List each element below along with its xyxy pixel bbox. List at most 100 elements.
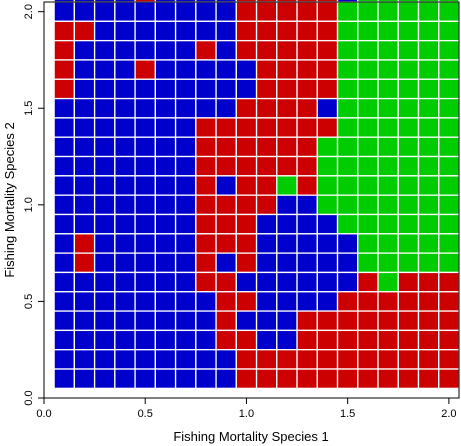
heatmap-cell	[377, 252, 399, 274]
heatmap-cell	[195, 117, 217, 138]
heatmap-cell	[195, 310, 217, 332]
heatmap-cell	[215, 349, 237, 370]
heatmap-cell	[53, 329, 76, 351]
heatmap-cell	[134, 78, 156, 100]
heatmap-cell	[357, 368, 379, 389]
heatmap-cell	[73, 368, 96, 389]
heatmap-cell	[276, 329, 298, 351]
heatmap-cell	[53, 1, 76, 22]
heatmap-cell	[255, 175, 278, 196]
heatmap-cell	[93, 213, 116, 235]
heatmap-cell	[215, 97, 237, 119]
heatmap-cell	[93, 310, 116, 332]
heatmap-cell	[73, 233, 96, 254]
heatmap-cell	[53, 59, 76, 80]
heatmap-cell	[377, 194, 399, 216]
heatmap-cell	[316, 213, 339, 235]
heatmap-cell	[316, 39, 339, 61]
heatmap-cell	[114, 20, 136, 42]
heatmap-cell	[174, 175, 197, 196]
heatmap-cell	[336, 213, 359, 235]
heatmap-cell	[438, 97, 460, 119]
heatmap-cell	[114, 117, 136, 138]
heatmap-cell	[397, 329, 420, 351]
heatmap-cells	[53, 0, 460, 389]
heatmap-cell	[195, 175, 217, 196]
heatmap-cell	[215, 368, 237, 389]
heatmap-cell	[174, 291, 197, 312]
heatmap-cell	[397, 213, 420, 235]
heatmap-cell	[438, 117, 460, 138]
heatmap-cell	[53, 78, 76, 100]
heatmap-cell	[114, 59, 136, 80]
heatmap-cell	[195, 213, 217, 235]
heatmap-cell	[114, 233, 136, 254]
heatmap-cell	[316, 310, 339, 332]
heatmap-cell	[255, 213, 278, 235]
heatmap-cell	[114, 97, 136, 119]
x-axis-ticks: 0.0 0.5 1.0 1.5 2.0	[36, 398, 457, 420]
heatmap-cell	[397, 368, 420, 389]
heatmap-cell	[357, 233, 379, 254]
heatmap-cell	[255, 155, 278, 177]
heatmap-cell	[296, 97, 318, 119]
heatmap-cell	[438, 368, 460, 389]
y-tick-label: 1.5	[23, 101, 35, 116]
heatmap-cell	[377, 78, 399, 100]
heatmap-cell	[134, 175, 156, 196]
heatmap-cell	[93, 175, 116, 196]
heatmap-cell	[357, 213, 379, 235]
heatmap-cell	[397, 252, 420, 274]
heatmap-cell	[397, 155, 420, 177]
heatmap-cell	[215, 233, 237, 254]
heatmap-cell	[296, 59, 318, 80]
heatmap-cell	[296, 271, 318, 293]
heatmap-cell	[53, 194, 76, 216]
heatmap-cell	[134, 310, 156, 332]
heatmap-cell	[174, 78, 197, 100]
heatmap-cell	[235, 213, 258, 235]
heatmap-cell	[93, 59, 116, 80]
heatmap-cell	[53, 368, 76, 389]
heatmap-cell	[255, 117, 278, 138]
heatmap-cell	[255, 329, 278, 351]
heatmap-cell	[195, 252, 217, 274]
heatmap-cell	[73, 97, 96, 119]
heatmap-cell	[195, 291, 217, 312]
heatmap-cell	[114, 1, 136, 22]
heatmap-cell	[154, 271, 177, 293]
heatmap-cell	[53, 252, 76, 274]
heatmap-cell	[377, 329, 399, 351]
heatmap-cell	[255, 59, 278, 80]
heatmap-cell	[397, 117, 420, 138]
heatmap-cell	[174, 155, 197, 177]
heatmap-cell	[397, 136, 420, 158]
heatmap-cell	[195, 136, 217, 158]
heatmap-cell	[195, 194, 217, 216]
heatmap-cell	[114, 310, 136, 332]
heatmap-cell	[73, 155, 96, 177]
heatmap-cell	[276, 194, 298, 216]
heatmap-cell	[438, 1, 460, 22]
heatmap-cell	[235, 233, 258, 254]
heatmap-cell	[316, 155, 339, 177]
heatmap-cell	[417, 1, 440, 22]
heatmap-cell	[215, 194, 237, 216]
heatmap-cell	[255, 310, 278, 332]
heatmap-cell	[114, 349, 136, 370]
heatmap-cell	[53, 233, 76, 254]
heatmap-cell	[195, 20, 217, 42]
heatmap-cell	[255, 136, 278, 158]
heatmap-cell	[73, 329, 96, 351]
heatmap-cell	[296, 78, 318, 100]
heatmap-cell	[134, 1, 156, 22]
heatmap-cell	[276, 213, 298, 235]
heatmap-cell	[357, 20, 379, 42]
heatmap-cell	[174, 194, 197, 216]
heatmap-cell	[53, 155, 76, 177]
heatmap-cell	[215, 310, 237, 332]
heatmap-cell	[134, 136, 156, 158]
heatmap-cell	[93, 136, 116, 158]
heatmap-cell	[73, 136, 96, 158]
